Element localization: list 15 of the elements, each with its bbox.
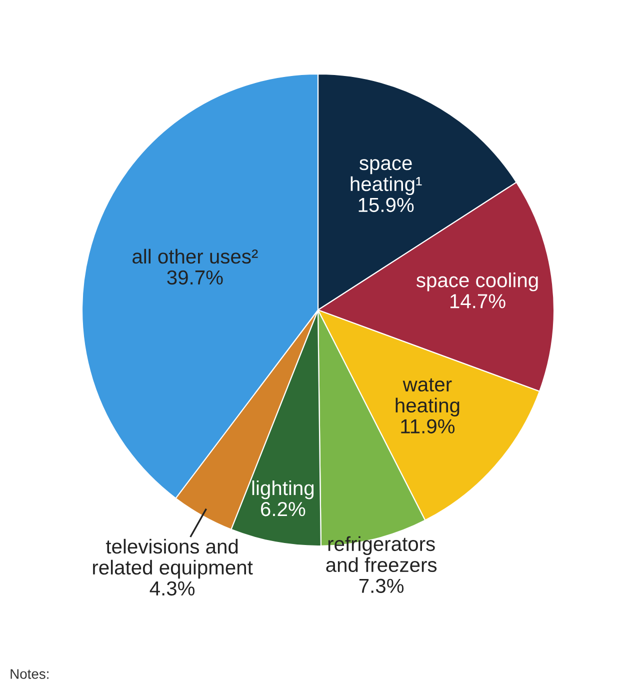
slice-label: space cooling [416,272,538,292]
data-label: 39.7% [167,270,223,285]
data-label: 7.3% [359,578,404,593]
data-label: 4.3% [150,581,195,596]
slice-label: lighting [252,480,314,500]
data-label: 11.9% [401,419,455,434]
slice-label: all other uses² [132,248,258,264]
slice-label: space heating¹ [350,159,422,196]
slice-label: water heating [396,378,460,416]
slice-label: refrigerators and freezers [326,536,437,572]
text: Notes: [10,669,48,679]
data-label: 15.9% [358,198,414,212]
data-label: 6.2% [261,502,306,516]
data-label: 14.7% [450,294,506,308]
slice-label: televisions and related equipment [93,538,253,579]
